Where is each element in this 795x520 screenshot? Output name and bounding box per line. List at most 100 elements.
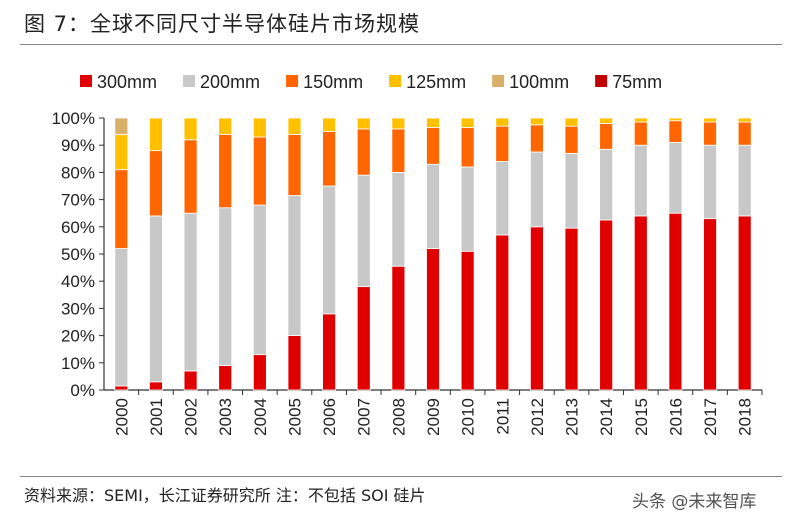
footer-divider <box>20 476 782 477</box>
bar-200mm-2007 <box>356 174 371 288</box>
bar-125mm-2013 <box>564 117 579 127</box>
x-tick-label: 2006 <box>320 398 339 436</box>
x-tick-label: 2000 <box>112 398 131 436</box>
bar-200mm-2014 <box>599 148 614 221</box>
bar-200mm-2008 <box>391 171 406 267</box>
bar-300mm-2011 <box>495 234 510 391</box>
bar-200mm-2006 <box>322 185 337 315</box>
bar-300mm-2018 <box>737 215 752 391</box>
legend-label-75mm: 75mm <box>612 72 662 92</box>
x-tick-label: 2004 <box>251 398 270 436</box>
bar-300mm-2015 <box>633 215 648 391</box>
bar-200mm-2010 <box>460 166 475 252</box>
bar-200mm-2002 <box>183 212 198 372</box>
x-tick-label: 2002 <box>182 398 201 436</box>
bar-150mm-2018 <box>737 121 752 146</box>
x-tick-label: 2015 <box>632 398 651 436</box>
bar-300mm-2014 <box>599 219 614 391</box>
y-tick-label: 100% <box>52 109 95 128</box>
y-tick-label: 80% <box>61 163 95 182</box>
bar-150mm-2009 <box>426 127 440 165</box>
bar-200mm-2005 <box>287 195 302 337</box>
bar-300mm-2016 <box>668 212 683 391</box>
y-tick-label: 50% <box>61 245 95 264</box>
legend-label-200mm: 200mm <box>200 72 260 92</box>
bar-150mm-2011 <box>495 125 510 162</box>
bar-150mm-2005 <box>287 133 302 196</box>
bar-125mm-2006 <box>322 117 337 133</box>
legend-swatch-300mm <box>80 75 92 87</box>
bar-150mm-2015 <box>633 121 648 146</box>
bar-150mm-2016 <box>668 120 683 143</box>
bar-200mm-2017 <box>703 144 717 220</box>
bar-150mm-2004 <box>252 136 267 206</box>
y-tick-label: 70% <box>61 191 95 210</box>
x-tick-label: 2014 <box>597 398 616 436</box>
x-tick-label: 2017 <box>701 398 720 436</box>
bar-200mm-2001 <box>149 215 163 383</box>
bar-150mm-2014 <box>599 123 614 150</box>
bar-150mm-2001 <box>149 150 163 217</box>
x-tick-label: 2005 <box>285 398 304 436</box>
legend-label-300mm: 300mm <box>97 72 157 92</box>
bar-125mm-2018 <box>737 117 752 123</box>
legend-swatch-200mm <box>183 75 196 87</box>
source-note: 资料来源：SEMI，长江证券研究所 注：不包括 SOI 硅片 <box>24 486 426 505</box>
bar-300mm-2007 <box>356 286 371 391</box>
bar-300mm-2006 <box>322 313 337 391</box>
bar-200mm-2009 <box>426 163 440 249</box>
x-tick-label: 2016 <box>666 398 685 436</box>
bar-200mm-2012 <box>529 151 544 228</box>
bar-200mm-2016 <box>668 142 683 214</box>
bar-125mm-2005 <box>287 117 302 135</box>
legend-label-150mm: 150mm <box>303 72 363 92</box>
x-tick-label: 2011 <box>493 398 512 435</box>
bar-125mm-2007 <box>356 117 371 130</box>
x-tick-label: 2013 <box>563 398 582 436</box>
bar-150mm-2008 <box>391 128 406 173</box>
legend-swatch-125mm <box>389 75 402 87</box>
x-tick-label: 2018 <box>736 398 755 436</box>
bar-200mm-2004 <box>252 204 267 356</box>
legend-label-125mm: 125mm <box>406 72 466 92</box>
y-tick-label: 30% <box>61 299 95 318</box>
legend-swatch-150mm <box>286 75 299 87</box>
y-tick-label: 10% <box>61 354 95 373</box>
bar-300mm-2005 <box>287 335 302 391</box>
bar-125mm-2014 <box>599 117 614 124</box>
y-tick-label: 20% <box>61 327 95 346</box>
bar-150mm-2000 <box>114 169 129 249</box>
y-tick-label: 60% <box>61 218 95 237</box>
bar-200mm-2018 <box>737 144 752 217</box>
x-tick-label: 2009 <box>424 398 443 436</box>
title-divider <box>20 44 782 45</box>
bar-300mm-2017 <box>703 218 717 391</box>
bar-300mm-2000 <box>114 385 129 391</box>
bar-125mm-2004 <box>252 117 267 138</box>
bar-300mm-2012 <box>529 226 544 391</box>
y-tick-label: 40% <box>61 272 95 291</box>
bar-300mm-2009 <box>426 248 440 391</box>
bar-125mm-2012 <box>529 117 544 126</box>
bar-125mm-2011 <box>495 117 510 127</box>
bar-125mm-2015 <box>633 117 648 123</box>
bar-125mm-2003 <box>218 117 233 135</box>
x-tick-label: 2012 <box>528 398 547 436</box>
x-tick-label: 2003 <box>216 398 235 436</box>
bar-125mm-2001 <box>149 117 163 152</box>
watermark: 头条 @未来智库 <box>632 492 757 512</box>
bar-125mm-2000 <box>114 133 129 171</box>
legend-swatch-75mm <box>595 75 608 87</box>
bar-200mm-2000 <box>114 248 129 387</box>
x-tick-label: 2008 <box>389 398 408 436</box>
legend-label-100mm: 100mm <box>509 72 569 92</box>
bar-300mm-2001 <box>149 381 163 391</box>
bar-125mm-2016 <box>668 117 683 122</box>
bar-300mm-2013 <box>564 227 579 391</box>
bar-200mm-2015 <box>633 144 648 217</box>
bar-300mm-2008 <box>391 265 406 391</box>
bar-125mm-2002 <box>183 117 198 141</box>
bar-150mm-2013 <box>564 125 579 154</box>
bar-150mm-2006 <box>322 131 337 187</box>
